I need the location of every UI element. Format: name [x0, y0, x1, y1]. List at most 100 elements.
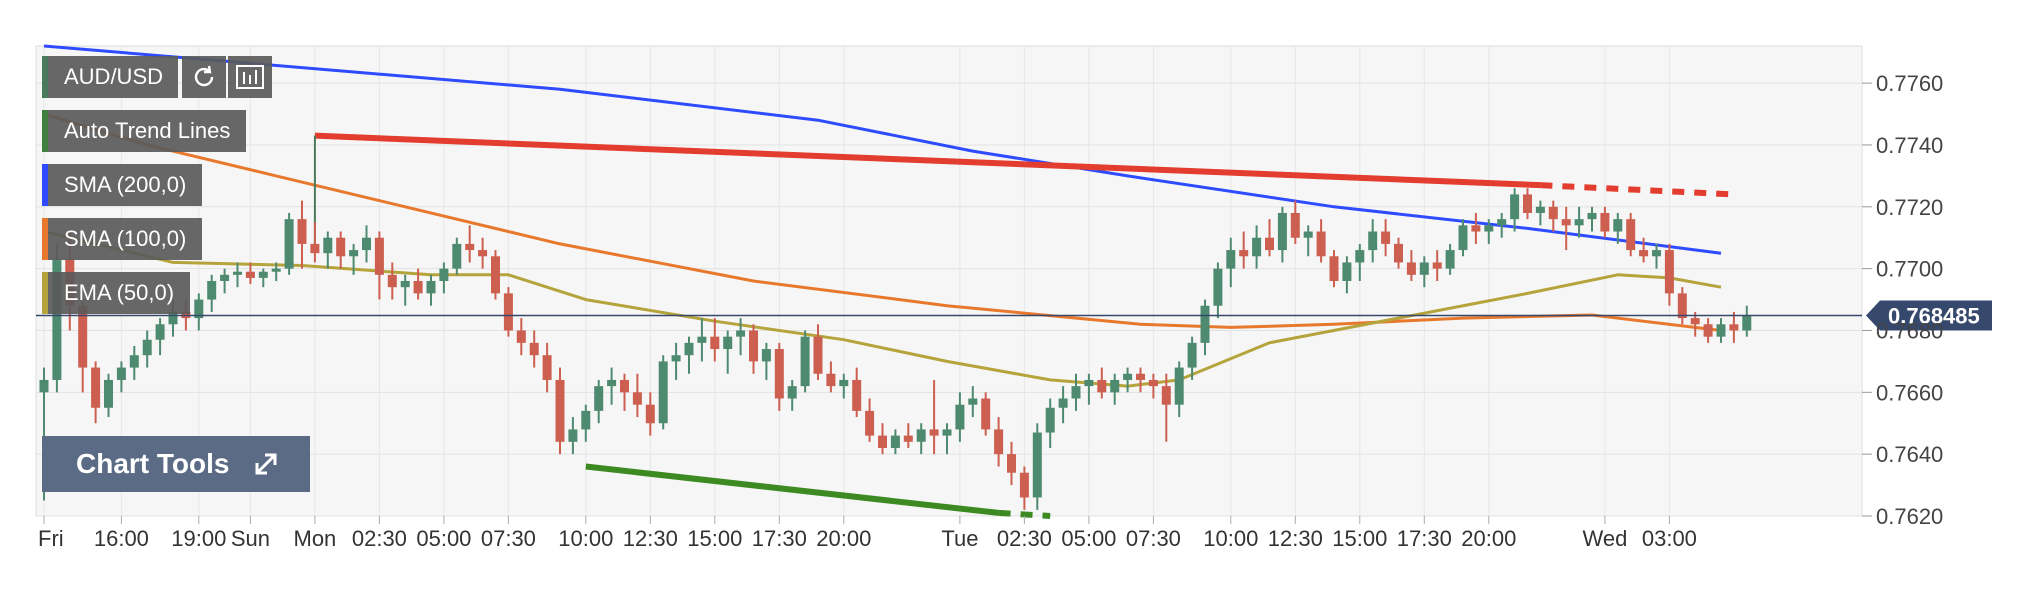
candle-body	[503, 293, 513, 331]
candle-body	[52, 259, 62, 380]
candle-body	[323, 237, 333, 254]
candle-body	[800, 336, 810, 387]
candle-body	[413, 281, 423, 294]
candle-body	[1316, 231, 1326, 257]
indicator-label: Auto Trend Lines	[64, 118, 231, 143]
candle-body	[1290, 212, 1300, 238]
candle-body	[142, 339, 152, 356]
candle-body	[491, 256, 500, 294]
x-tick-label: 10:00	[1203, 526, 1258, 551]
candle-body	[168, 311, 178, 325]
candle-body	[723, 336, 733, 350]
candle-body	[1303, 231, 1313, 238]
indicator-label: EMA (50,0)	[64, 280, 175, 305]
indicator-sma-100[interactable]: SMA (100,0)	[42, 218, 203, 260]
candle-body	[245, 271, 255, 278]
candle-body	[1548, 206, 1558, 220]
candle-body	[581, 410, 591, 430]
candle-body	[839, 379, 849, 387]
candle-body	[1639, 250, 1649, 257]
x-tick-label: 16:00	[94, 526, 149, 551]
candle-body	[826, 373, 836, 387]
indicator-ema-50[interactable]: EMA (50,0)	[42, 272, 191, 314]
y-tick-label: 0.7760	[1876, 71, 1943, 96]
candle-body	[852, 379, 862, 411]
candle-body	[697, 336, 707, 343]
candle-body	[1458, 225, 1468, 251]
candle-body	[284, 219, 294, 269]
candle-body	[362, 237, 371, 251]
x-tick-label: 07:30	[1126, 526, 1181, 551]
trend-line-extension	[1540, 182, 1735, 198]
candle-body	[1497, 219, 1507, 226]
refresh-button[interactable]	[182, 56, 226, 98]
candle-body	[981, 398, 991, 430]
chart-tools-button[interactable]: Chart Tools	[42, 436, 310, 492]
candle-body	[736, 330, 746, 337]
x-tick-label: 17:30	[1397, 526, 1452, 551]
candle-body	[1342, 262, 1352, 281]
candle-body	[903, 435, 913, 442]
candle-body	[813, 336, 823, 374]
candle-body	[1613, 219, 1623, 232]
candle-body	[1652, 250, 1661, 257]
candle-body	[39, 379, 49, 393]
x-tick-label: 15:00	[687, 526, 742, 551]
candle-settings-button[interactable]	[228, 56, 272, 98]
indicator-sma-200[interactable]: SMA (200,0)	[42, 164, 203, 206]
candle-body	[1677, 293, 1687, 319]
x-tick-label: 10:00	[558, 526, 613, 551]
candle-body	[1432, 262, 1442, 269]
y-tick-label: 0.7640	[1876, 442, 1943, 467]
x-tick-label: 05:00	[1061, 526, 1116, 551]
candle-body	[116, 367, 126, 380]
candle-body	[91, 367, 101, 408]
refresh-icon	[194, 65, 214, 87]
x-tick-label: 17:30	[752, 526, 807, 551]
plot-background	[35, 45, 1863, 517]
indicator-label: SMA (200,0)	[64, 172, 187, 197]
candle-body	[129, 355, 139, 368]
candle-body	[1419, 262, 1429, 275]
x-tick-label: 15:00	[1332, 526, 1387, 551]
candle-body	[1213, 268, 1223, 306]
y-axis: 0.7760 0.7740 0.7720 0.7700 0.7680 0.7660 0.76…	[1862, 71, 1943, 529]
candle-body	[1019, 472, 1029, 498]
candle-body	[1226, 250, 1236, 269]
x-tick-label: 02:30	[352, 526, 407, 551]
symbol-label[interactable]: AUD/USD	[42, 56, 178, 98]
candle-body	[271, 268, 281, 272]
candle-body	[710, 336, 720, 350]
expand-icon	[251, 449, 281, 479]
candle-body	[220, 274, 230, 281]
candle-body	[968, 398, 978, 405]
candle-body	[1277, 212, 1287, 251]
candle-body	[1690, 318, 1700, 325]
trend-line	[314, 132, 1541, 189]
candle-body	[207, 281, 217, 300]
candle-body	[1200, 305, 1210, 343]
candle-body	[890, 435, 900, 448]
candle-body	[749, 330, 758, 362]
candle-body	[1664, 250, 1674, 294]
candle-body	[607, 379, 617, 387]
x-tick-label: 12:30	[1268, 526, 1323, 551]
x-tick-label: 20:00	[816, 526, 871, 551]
candle-body	[233, 271, 242, 275]
candle-body	[1535, 206, 1545, 213]
candle-body	[1355, 250, 1365, 263]
candle-body	[1574, 219, 1584, 226]
candle-body	[865, 410, 875, 436]
candle-body	[542, 355, 552, 380]
indicator-auto-trend-lines[interactable]: Auto Trend Lines	[42, 110, 247, 152]
candle-body	[1716, 324, 1726, 337]
x-tick-label: 12:30	[623, 526, 678, 551]
candle-body	[1587, 212, 1597, 220]
candle-body	[310, 243, 320, 254]
candle-body	[1161, 386, 1171, 405]
candle-settings-icon	[236, 65, 264, 89]
candle-body	[1729, 324, 1739, 331]
candle-body	[1239, 250, 1249, 257]
trend-lines	[313, 132, 1735, 519]
